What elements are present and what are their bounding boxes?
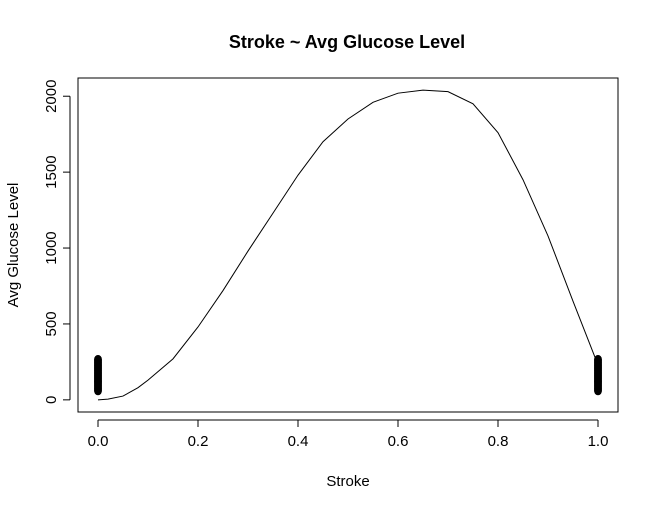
x-tick-label: 1.0: [588, 433, 609, 450]
x-tick-label: 0.2: [188, 433, 209, 450]
x-axis: 0.0 0.2 0.4 0.6 0.8 1.0: [88, 419, 609, 450]
chart-title: Stroke ~ Avg Glucose Level: [229, 32, 465, 52]
data-point: [594, 355, 602, 363]
y-tick-label: 0: [43, 396, 60, 404]
y-tick-label: 1500: [43, 155, 60, 188]
y-tick-label: 1000: [43, 231, 60, 264]
data-point: [94, 355, 102, 363]
plot-frame: [77, 77, 619, 413]
y-tick-label: 2000: [43, 80, 60, 113]
y-tick-label: 500: [43, 311, 60, 336]
x-axis-label: Stroke: [326, 473, 369, 490]
x-tick-label: 0.6: [388, 433, 409, 450]
x-tick-label: 0.4: [288, 433, 309, 450]
fitted-curve: [97, 89, 599, 401]
y-axis: 0 500 1000 1500 2000: [43, 80, 71, 404]
y-axis-label: Avg Glucose Level: [5, 183, 22, 308]
x-tick-label: 0.0: [88, 433, 109, 450]
data-points: [94, 355, 602, 396]
x-tick-label: 0.8: [488, 433, 509, 450]
fitted-curve-layer: [97, 89, 599, 401]
